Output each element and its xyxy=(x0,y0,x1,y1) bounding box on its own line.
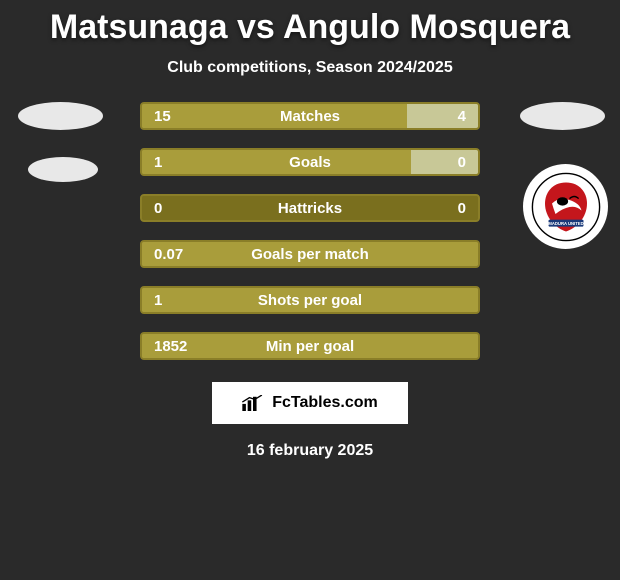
stat-label: Min per goal xyxy=(266,338,354,355)
content-area: MADURA UNITED 15 4 Matches 1 0 Goals 0 0 Hattric… xyxy=(0,102,620,360)
stat-row: 1 0 Goals xyxy=(140,148,480,176)
stat-value-right: 0 xyxy=(458,200,466,217)
date-text: 16 february 2025 xyxy=(247,442,373,460)
brand-logo: FcTables.com xyxy=(212,382,408,424)
stat-row: 0.07 Goals per match xyxy=(140,240,480,268)
player-right-club-badge: MADURA UNITED xyxy=(523,164,608,249)
bar-right xyxy=(407,104,478,128)
stat-value-left: 0.07 xyxy=(154,246,183,263)
stat-row: 0 0 Hattricks xyxy=(140,194,480,222)
stat-row: 15 4 Matches xyxy=(140,102,480,130)
stat-label: Matches xyxy=(280,108,340,125)
bar-right xyxy=(411,150,478,174)
stat-label: Goals xyxy=(289,154,331,171)
player-left-avatar xyxy=(18,102,103,130)
bar-left xyxy=(142,150,411,174)
stat-row: 1 Shots per goal xyxy=(140,286,480,314)
stats-container: 15 4 Matches 1 0 Goals 0 0 Hattricks 0.07 Goals pe… xyxy=(140,102,480,360)
chart-icon xyxy=(242,395,264,411)
stat-value-left: 1 xyxy=(154,154,162,171)
svg-text:MADURA UNITED: MADURA UNITED xyxy=(548,221,583,226)
brand-text: FcTables.com xyxy=(272,394,378,412)
madura-united-icon: MADURA UNITED xyxy=(531,172,601,242)
stat-row: 1852 Min per goal xyxy=(140,332,480,360)
stat-value-left: 1852 xyxy=(154,338,187,355)
stat-label: Goals per match xyxy=(251,246,369,263)
player-left-club-badge xyxy=(28,157,98,182)
subtitle: Club competitions, Season 2024/2025 xyxy=(167,59,452,77)
stat-value-right: 4 xyxy=(458,108,466,125)
player-right-avatar xyxy=(520,102,605,130)
stat-value-right: 0 xyxy=(458,154,466,171)
stat-value-left: 1 xyxy=(154,292,162,309)
stat-label: Shots per goal xyxy=(258,292,362,309)
bar-left xyxy=(142,104,407,128)
stat-value-left: 15 xyxy=(154,108,171,125)
stat-label: Hattricks xyxy=(278,200,342,217)
page-title: Matsunaga vs Angulo Mosquera xyxy=(50,8,570,47)
stat-value-left: 0 xyxy=(154,200,162,217)
